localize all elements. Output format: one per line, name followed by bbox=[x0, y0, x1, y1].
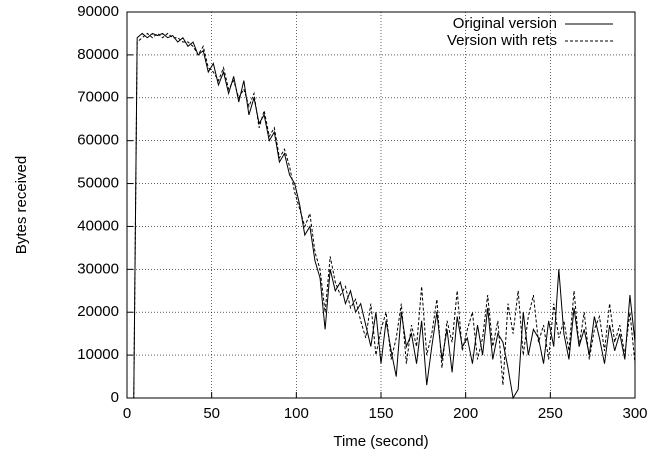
x-tick-label: 200 bbox=[453, 405, 478, 422]
y-tick-label: 40000 bbox=[77, 217, 119, 234]
y-tick-label: 60000 bbox=[77, 132, 119, 149]
x-tick-label: 100 bbox=[284, 405, 309, 422]
data-line bbox=[132, 32, 636, 400]
y-axis-label: Bytes received bbox=[13, 156, 30, 254]
x-tick-label: 250 bbox=[538, 405, 563, 422]
y-tick-label: 80000 bbox=[77, 46, 119, 63]
y-tick-label: 50000 bbox=[77, 175, 119, 192]
y-tick-label: 0 bbox=[111, 389, 119, 406]
plot-frame bbox=[126, 11, 636, 399]
y-tick-label: 20000 bbox=[77, 303, 119, 320]
y-tick-label: 70000 bbox=[77, 89, 119, 106]
x-tick-label: 150 bbox=[368, 405, 393, 422]
y-tick-label: 90000 bbox=[77, 3, 119, 20]
x-tick-label: 0 bbox=[123, 405, 131, 422]
x-axis-label: Time (second) bbox=[333, 433, 428, 450]
y-tick-label: 30000 bbox=[77, 260, 119, 277]
y-tick-label: 10000 bbox=[77, 346, 119, 363]
x-tick-label: 50 bbox=[203, 405, 220, 422]
x-tick-label: 300 bbox=[622, 405, 647, 422]
legend-label: Version with rets bbox=[447, 32, 557, 49]
legend-label: Original version bbox=[453, 15, 557, 32]
data-line bbox=[132, 32, 636, 399]
